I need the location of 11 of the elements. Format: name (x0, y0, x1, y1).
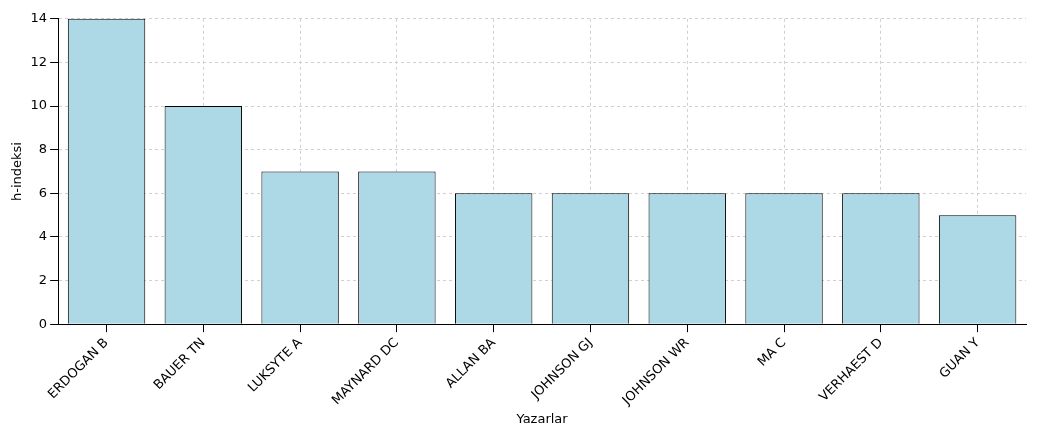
y-tick-label: 12 (30, 53, 48, 69)
x-tick-label: MA C (754, 334, 789, 369)
x-axis-title: Yazarlar (515, 410, 569, 426)
y-axis-title: h-indeksi (9, 142, 25, 201)
y-tick-label: 0 (38, 315, 48, 331)
y-tick-label: 14 (30, 10, 48, 26)
y-tick-label: 10 (30, 97, 48, 113)
y-tick-label: 4 (38, 228, 48, 244)
y-tick-label: 6 (38, 184, 48, 200)
y-tick-label: 8 (38, 141, 48, 157)
y-tick-label: 2 (38, 271, 48, 287)
